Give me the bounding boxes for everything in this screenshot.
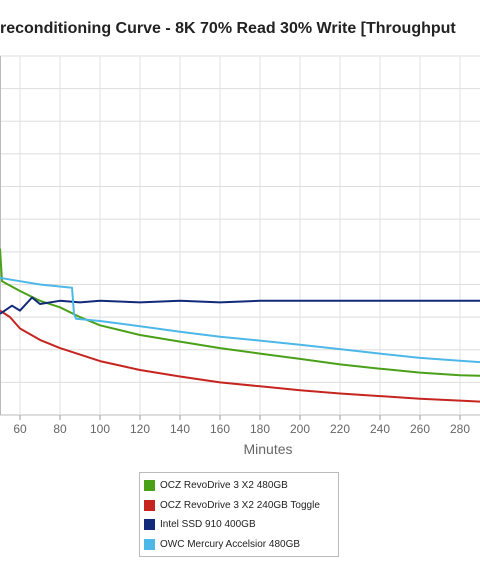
legend-label: OWC Mercury Accelsior 480GB: [160, 538, 301, 550]
x-tick-label: 80: [53, 422, 67, 436]
legend-swatch: [144, 538, 155, 550]
x-tick-label: 120: [130, 422, 150, 436]
x-tick-label: 60: [13, 422, 27, 436]
legend-swatch: [144, 480, 155, 492]
legend-swatch: [144, 499, 155, 511]
x-tick-label: 160: [210, 422, 230, 436]
series-line-4: [0, 276, 480, 364]
legend-label: OCZ RevoDrive 3 X2 240GB Toggle: [160, 499, 320, 511]
x-tick-label: 260: [410, 422, 430, 436]
x-tick-label: 140: [170, 422, 190, 436]
legend-item: OCZ RevoDrive 3 X2 240GB Toggle: [144, 496, 334, 516]
x-tick-label: 280: [450, 422, 470, 436]
legend-label: OCZ RevoDrive 3 X2 480GB: [160, 480, 288, 492]
legend-item: OWC Mercury Accelsior 480GB: [144, 535, 334, 555]
grid: [0, 55, 480, 416]
legend-item: Intel SSD 910 400GB: [144, 515, 334, 535]
x-tick-label: 240: [370, 422, 390, 436]
legend-label: Intel SSD 910 400GB: [160, 519, 256, 531]
legend-item: OCZ RevoDrive 3 X2 480GB: [144, 476, 334, 496]
legend-swatch: [144, 519, 155, 531]
x-tick-label: 200: [290, 422, 310, 436]
x-tick-label: 100: [90, 422, 110, 436]
x-tick-label: 180: [250, 422, 270, 436]
chart-title: reconditioning Curve - 8K 70% Read 30% W…: [0, 20, 456, 37]
series-lines: [0, 248, 480, 403]
x-tick-label: 220: [330, 422, 350, 436]
series-line-3: [0, 296, 480, 315]
x-axis-ticks: 60 80 100 120 140 160 180 200 220 240 260 280: [13, 415, 470, 436]
chart-legend: OCZ RevoDrive 3 X2 480GB OCZ RevoDrive 3 …: [139, 472, 339, 557]
series-line-2: [0, 309, 480, 403]
x-axis-title: Minutes: [243, 441, 292, 457]
